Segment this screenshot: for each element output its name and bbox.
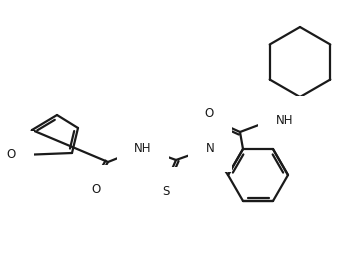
Text: O: O <box>7 148 16 162</box>
Text: NH: NH <box>276 114 293 126</box>
Text: NH: NH <box>134 142 152 154</box>
Text: O: O <box>205 107 214 120</box>
Text: N: N <box>206 142 214 154</box>
Text: O: O <box>92 183 101 196</box>
Text: S: S <box>162 185 170 198</box>
